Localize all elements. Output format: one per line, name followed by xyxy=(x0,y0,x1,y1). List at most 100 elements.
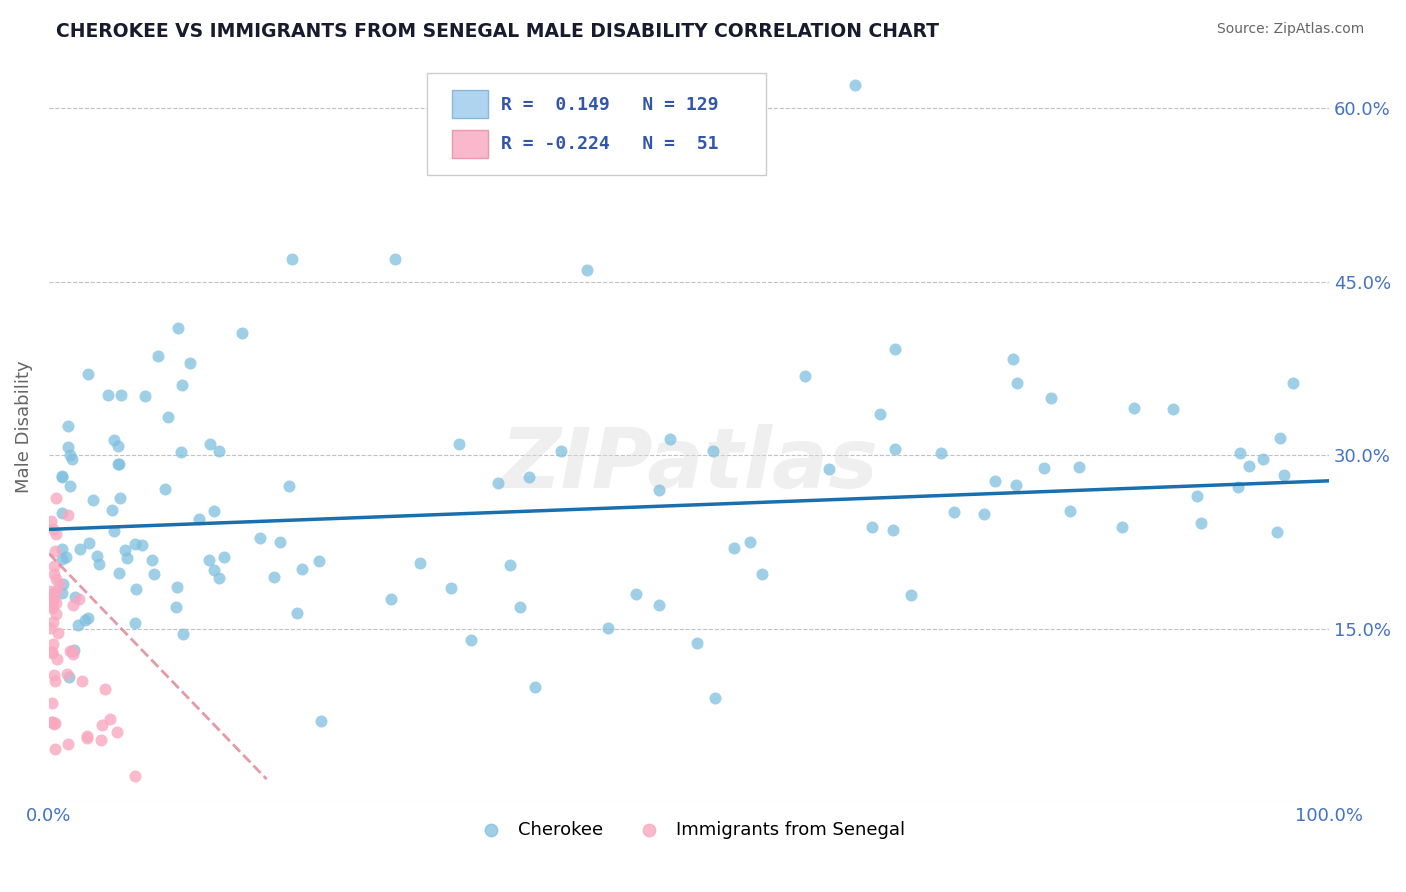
Point xyxy=(598,621,620,635)
Point xyxy=(440,582,463,596)
Point xyxy=(285,606,308,620)
Point xyxy=(52,576,75,591)
Point xyxy=(79,536,101,550)
Point xyxy=(550,444,572,458)
Point xyxy=(39,584,62,599)
Point xyxy=(46,651,69,665)
Point xyxy=(124,615,146,630)
Point xyxy=(51,506,73,520)
Point xyxy=(39,621,62,635)
Point xyxy=(1059,504,1081,518)
Point xyxy=(624,587,647,601)
Point xyxy=(41,599,63,613)
Point xyxy=(686,635,709,649)
Point xyxy=(41,714,63,729)
Point xyxy=(56,508,79,522)
Point xyxy=(170,445,193,459)
Point xyxy=(44,716,66,731)
Point xyxy=(1229,446,1251,460)
Point xyxy=(738,535,761,549)
Point xyxy=(110,388,132,402)
Point xyxy=(134,389,156,403)
Point xyxy=(51,468,73,483)
Point xyxy=(308,554,330,568)
Point xyxy=(107,457,129,471)
Point xyxy=(41,590,63,604)
Point xyxy=(67,591,90,606)
Point xyxy=(290,562,312,576)
Point xyxy=(1282,376,1305,391)
Point xyxy=(202,563,225,577)
Point xyxy=(124,537,146,551)
Point xyxy=(42,637,65,651)
Point xyxy=(198,437,221,451)
Point xyxy=(1226,480,1249,494)
Point xyxy=(66,617,89,632)
Point xyxy=(77,610,100,624)
Point xyxy=(45,491,67,505)
Text: Source: ZipAtlas.com: Source: ZipAtlas.com xyxy=(1216,22,1364,37)
Point xyxy=(751,567,773,582)
Point xyxy=(931,446,953,460)
Point xyxy=(148,349,170,363)
Point xyxy=(45,607,67,621)
Point xyxy=(172,627,194,641)
Point xyxy=(860,519,883,533)
Point xyxy=(108,457,131,471)
Point xyxy=(90,717,112,731)
Point xyxy=(208,444,231,458)
Point xyxy=(269,534,291,549)
Point xyxy=(131,538,153,552)
Point xyxy=(1265,524,1288,539)
Point xyxy=(884,442,907,456)
Point xyxy=(70,674,93,689)
Point xyxy=(42,559,65,574)
Point xyxy=(60,451,83,466)
Point xyxy=(499,558,522,572)
Point xyxy=(167,321,190,335)
Point xyxy=(103,433,125,447)
Point xyxy=(41,714,63,729)
Point xyxy=(179,356,201,370)
Point xyxy=(44,543,66,558)
Point xyxy=(108,491,131,505)
Point xyxy=(48,576,70,591)
Point xyxy=(76,729,98,743)
Point xyxy=(98,712,121,726)
Point xyxy=(277,479,299,493)
Point xyxy=(703,691,725,706)
Point xyxy=(59,448,82,462)
Point xyxy=(208,571,231,585)
Point xyxy=(51,552,73,566)
Point xyxy=(44,673,66,688)
Point xyxy=(973,508,995,522)
Point xyxy=(165,599,187,614)
Point xyxy=(56,737,79,751)
Point xyxy=(249,531,271,545)
Point xyxy=(844,78,866,93)
Point xyxy=(648,599,671,613)
Point xyxy=(1002,351,1025,366)
Point xyxy=(1163,401,1185,416)
Point xyxy=(172,378,194,392)
Point xyxy=(63,590,86,604)
Point xyxy=(380,592,402,607)
Point xyxy=(1033,461,1056,475)
Text: CHEROKEE VS IMMIGRANTS FROM SENEGAL MALE DISABILITY CORRELATION CHART: CHEROKEE VS IMMIGRANTS FROM SENEGAL MALE… xyxy=(56,22,939,41)
Point xyxy=(575,263,598,277)
Point xyxy=(869,407,891,421)
Point xyxy=(51,470,73,484)
Y-axis label: Male Disability: Male Disability xyxy=(15,360,32,492)
Point xyxy=(55,667,77,681)
Point xyxy=(63,643,86,657)
Point xyxy=(1005,478,1028,492)
Point xyxy=(1268,431,1291,445)
Point xyxy=(76,367,98,381)
Point xyxy=(309,714,332,729)
Point xyxy=(143,566,166,581)
Point xyxy=(125,582,148,596)
Point xyxy=(108,566,131,580)
Point xyxy=(384,252,406,266)
Point xyxy=(723,541,745,555)
Point xyxy=(1251,451,1274,466)
